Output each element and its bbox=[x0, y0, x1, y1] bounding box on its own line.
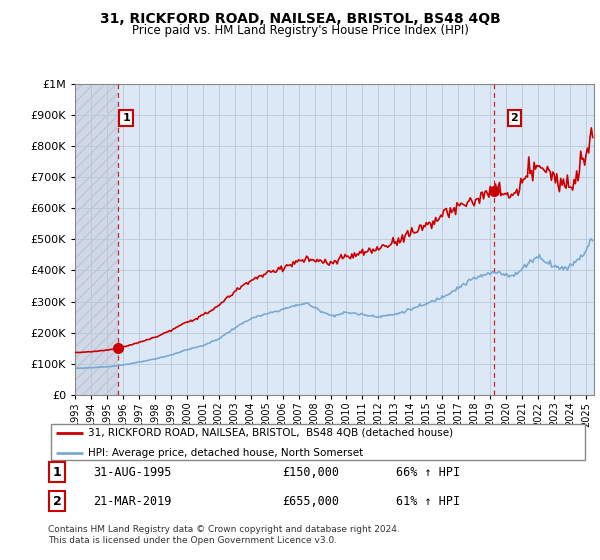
Text: 61% ↑ HPI: 61% ↑ HPI bbox=[396, 494, 460, 508]
Text: 66% ↑ HPI: 66% ↑ HPI bbox=[396, 465, 460, 479]
Text: Price paid vs. HM Land Registry's House Price Index (HPI): Price paid vs. HM Land Registry's House … bbox=[131, 24, 469, 37]
Text: £150,000: £150,000 bbox=[282, 465, 339, 479]
Text: £655,000: £655,000 bbox=[282, 494, 339, 508]
Bar bbox=[75, 84, 118, 395]
Text: 31, RICKFORD ROAD, NAILSEA, BRISTOL, BS48 4QB: 31, RICKFORD ROAD, NAILSEA, BRISTOL, BS4… bbox=[100, 12, 500, 26]
Text: 1: 1 bbox=[122, 113, 130, 123]
Text: 21-MAR-2019: 21-MAR-2019 bbox=[93, 494, 172, 508]
FancyBboxPatch shape bbox=[50, 424, 586, 460]
Text: 2: 2 bbox=[510, 113, 518, 123]
Text: 31, RICKFORD ROAD, NAILSEA, BRISTOL,  BS48 4QB (detached house): 31, RICKFORD ROAD, NAILSEA, BRISTOL, BS4… bbox=[89, 428, 454, 438]
Text: HPI: Average price, detached house, North Somerset: HPI: Average price, detached house, Nort… bbox=[89, 448, 364, 458]
Text: 2: 2 bbox=[53, 494, 61, 508]
Text: Contains HM Land Registry data © Crown copyright and database right 2024.
This d: Contains HM Land Registry data © Crown c… bbox=[48, 525, 400, 545]
Text: 31-AUG-1995: 31-AUG-1995 bbox=[93, 465, 172, 479]
Text: 1: 1 bbox=[53, 465, 61, 479]
